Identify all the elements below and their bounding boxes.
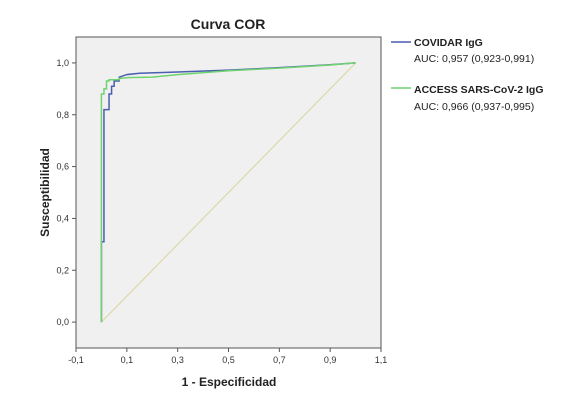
x-tick-label: 0,9 (324, 355, 337, 365)
legend-item-covidar: COVIDAR IgG AUC: 0,957 (0,923-0,991) (391, 37, 534, 65)
legend-auc-access: AUC: 0,966 (0,937-0,995) (414, 101, 534, 113)
reference-line-layer (100, 62, 357, 323)
legend-label-covidar: COVIDAR IgG (414, 37, 483, 49)
chart-title: Curva COR (191, 16, 266, 32)
reference-diagonal-line (100, 62, 357, 323)
y-tick-label: 0,4 (56, 213, 69, 223)
legend: COVIDAR IgG AUC: 0,957 (0,923-0,991) ACC… (391, 37, 544, 113)
x-tick-label: 0,7 (273, 355, 286, 365)
series-line-access (100, 62, 356, 323)
y-axis-title: Susceptibilidad (38, 148, 52, 237)
y-tick-label: 0,6 (56, 162, 69, 172)
y-tick-label: 0,8 (56, 110, 69, 120)
x-ticks: -0,1 0,1 0,3 0,5 0,7 0,9 1,1 (68, 348, 387, 365)
x-tick-label: 0,5 (222, 355, 235, 365)
x-tick-label: 1,1 (375, 355, 388, 365)
y-ticks: 0,0 0,2 0,4 0,6 0,8 1,0 (56, 58, 76, 327)
y-tick-label: 0,0 (56, 317, 69, 327)
x-tick-label: -0,1 (68, 355, 84, 365)
x-axis-title: 1 - Especificidad (182, 375, 277, 389)
legend-auc-covidar: AUC: 0,957 (0,923-0,991) (414, 53, 534, 65)
legend-label-access: ACCESS SARS-CoV-2 IgG (414, 84, 544, 96)
x-tick-label: 0,3 (171, 355, 184, 365)
x-tick-label: 0,1 (121, 355, 134, 365)
legend-item-access: ACCESS SARS-CoV-2 IgG AUC: 0,966 (0,937-… (391, 84, 544, 113)
y-tick-label: 1,0 (56, 58, 69, 68)
y-tick-label: 0,2 (56, 265, 69, 275)
series-layer (100, 62, 356, 323)
